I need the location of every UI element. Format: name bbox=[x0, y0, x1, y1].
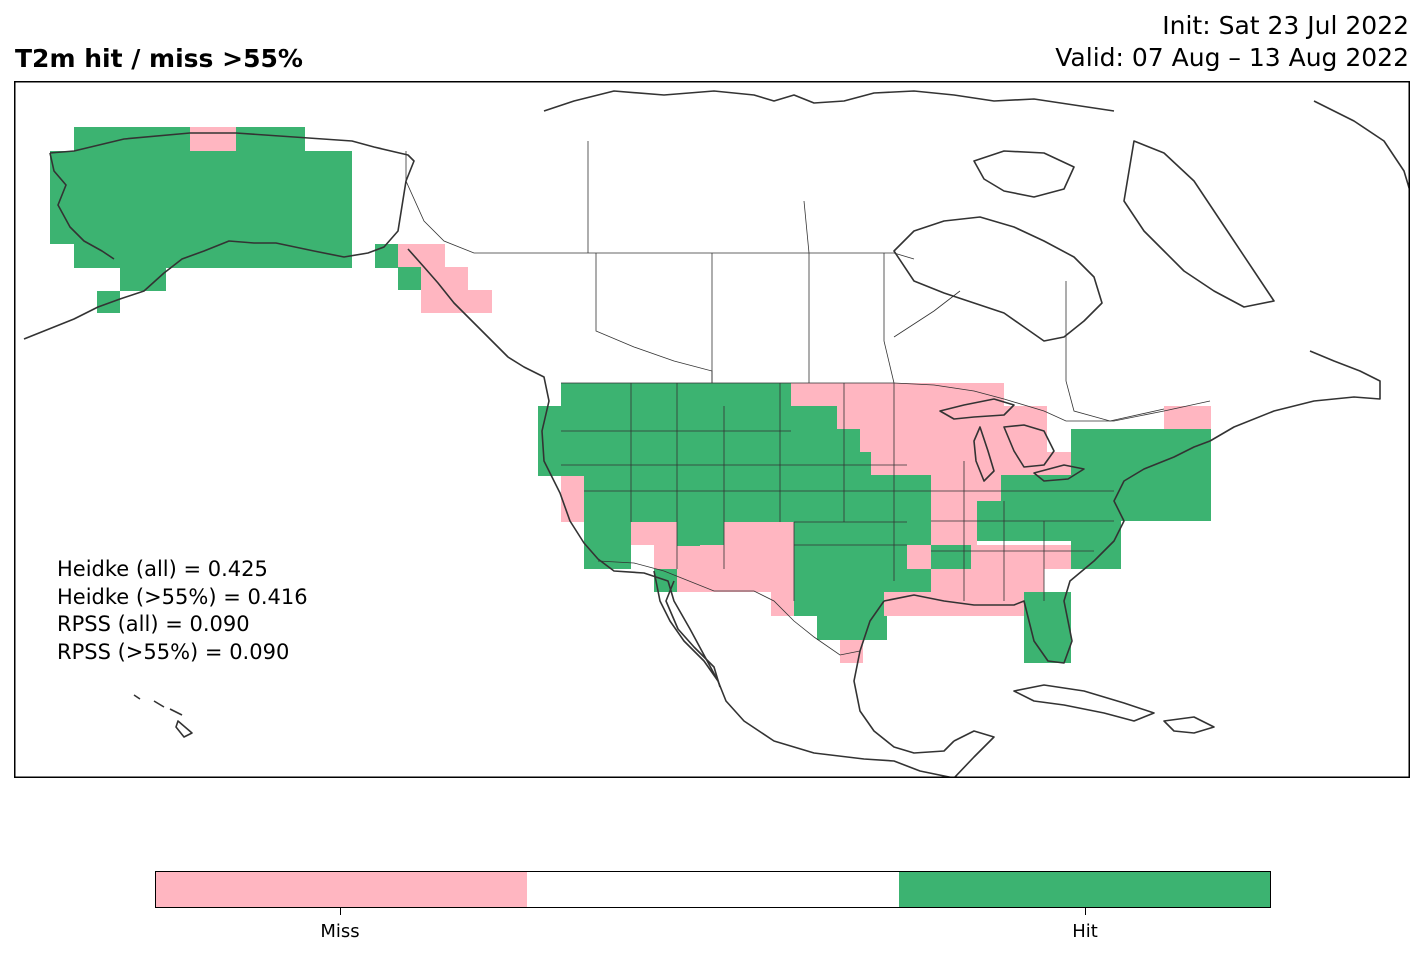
hit-cell bbox=[677, 522, 724, 545]
rpss-55-score: RPSS (>55%) = 0.090 bbox=[57, 639, 290, 664]
miss-cell bbox=[398, 244, 445, 267]
miss-cell bbox=[1047, 452, 1071, 475]
hit-cell bbox=[794, 522, 907, 592]
hit-cell bbox=[584, 522, 631, 569]
colorbar bbox=[155, 871, 1271, 908]
miss-cell bbox=[931, 522, 977, 545]
hit-cell bbox=[97, 291, 120, 313]
miss-cell bbox=[840, 640, 863, 663]
rpss-all-score: RPSS (all) = 0.090 bbox=[57, 612, 250, 636]
colorbar-tick-hit bbox=[1085, 908, 1086, 915]
miss-cell bbox=[860, 406, 1047, 452]
colorbar-tick-miss bbox=[340, 908, 341, 915]
miss-cell bbox=[631, 522, 677, 545]
miss-cell bbox=[837, 406, 860, 429]
miss-cell bbox=[190, 127, 236, 151]
miss-cell bbox=[654, 545, 677, 569]
colorbar-miss-segment bbox=[156, 872, 528, 907]
hit-cell bbox=[701, 476, 794, 522]
map-title: T2m hit / miss >55% bbox=[15, 44, 303, 73]
miss-cell bbox=[1164, 406, 1211, 429]
miss-cell bbox=[884, 592, 1024, 616]
miss-cell bbox=[724, 522, 794, 545]
colorbar-label-hit: Hit bbox=[1072, 921, 1098, 942]
hit-cell bbox=[50, 151, 352, 221]
map-frame bbox=[14, 81, 1410, 778]
hit-cell bbox=[1071, 545, 1097, 569]
miss-cell bbox=[791, 383, 1004, 406]
hit-cell bbox=[677, 545, 700, 546]
colorbar-hit-segment bbox=[898, 872, 1270, 907]
hit-cell bbox=[794, 592, 884, 616]
miss-cell bbox=[561, 476, 584, 522]
hit-cell bbox=[120, 268, 166, 291]
hit-cell bbox=[236, 127, 305, 151]
hit-cell bbox=[791, 452, 871, 522]
heidke-all-score: Heidke (all) = 0.425 bbox=[57, 557, 268, 581]
hit-cell bbox=[931, 545, 971, 569]
hit-cell bbox=[375, 267, 398, 268]
miss-cell bbox=[971, 545, 1071, 569]
init-date: Init: Sat 23 Jul 2022 bbox=[1162, 11, 1409, 40]
skill-scores: Heidke (all) = 0.425 Heidke (>55%) = 0.4… bbox=[57, 556, 308, 666]
hit-cell bbox=[1024, 592, 1071, 663]
hit-cell bbox=[817, 616, 887, 640]
heidke-55-score: Heidke (>55%) = 0.416 bbox=[57, 584, 308, 609]
miss-cell bbox=[931, 569, 1044, 592]
miss-cell bbox=[871, 452, 1051, 475]
hit-cell bbox=[375, 244, 398, 267]
borders bbox=[405, 141, 1211, 656]
coastlines bbox=[23, 90, 1410, 778]
hit-cell bbox=[791, 406, 837, 452]
hit-cell bbox=[1071, 429, 1211, 521]
hit-cell bbox=[398, 267, 421, 290]
hit-cell bbox=[50, 221, 352, 244]
map-panel bbox=[14, 81, 1410, 778]
miss-cell bbox=[421, 290, 492, 313]
hit-cell bbox=[561, 383, 791, 476]
hit-cell bbox=[907, 545, 931, 569]
colorbar-neutral-segment bbox=[527, 872, 899, 907]
hit-cell bbox=[907, 569, 931, 592]
valid-period: Valid: 07 Aug – 13 Aug 2022 bbox=[1055, 43, 1409, 72]
hit-cell bbox=[538, 406, 561, 476]
colorbar-label-miss: Miss bbox=[320, 921, 360, 942]
